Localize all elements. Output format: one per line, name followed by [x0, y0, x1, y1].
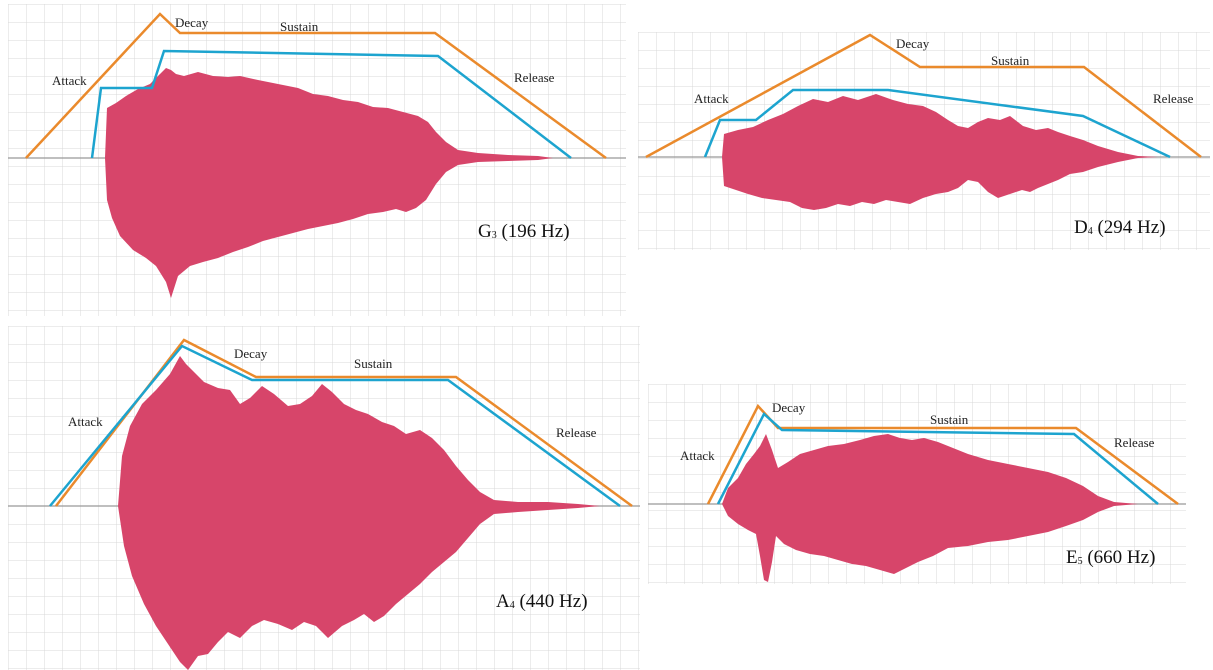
- note-letter: E: [1066, 547, 1078, 568]
- label-decay: Decay: [772, 400, 806, 415]
- label-attack: Attack: [694, 91, 729, 106]
- label-decay: Decay: [175, 15, 209, 30]
- panel-e5: Attack Decay Sustain Release E5 (660 Hz): [648, 384, 1186, 584]
- note-octave: 4: [1087, 226, 1093, 237]
- waveform: [118, 356, 600, 670]
- note-letter: A: [496, 591, 510, 612]
- waveform: [105, 68, 553, 298]
- envelope-plot-g3: [8, 4, 626, 316]
- label-attack: Attack: [680, 448, 715, 463]
- note-frequency: (660 Hz): [1087, 547, 1156, 568]
- note-octave: 4: [509, 600, 515, 611]
- label-attack: Attack: [52, 73, 87, 88]
- note-octave: 3: [491, 230, 497, 241]
- label-attack: Attack: [68, 414, 103, 429]
- note-frequency: (196 Hz): [501, 221, 570, 242]
- label-release: Release: [514, 70, 555, 85]
- label-sustain: Sustain: [991, 53, 1030, 68]
- label-release: Release: [556, 425, 597, 440]
- envelope-plot-d4: [638, 32, 1210, 250]
- panel-a4: Attack Decay Sustain Release A4 (440 Hz): [8, 326, 640, 670]
- note-frequency: (294 Hz): [1097, 217, 1166, 238]
- panel-g3: Attack Decay Sustain Release G3 (196 Hz): [8, 4, 626, 316]
- label-release: Release: [1114, 435, 1155, 450]
- note-label: E5 (660 Hz): [1066, 548, 1155, 567]
- envelope-outer: [25, 12, 607, 160]
- label-release: Release: [1153, 91, 1194, 106]
- panel-d4: Attack Decay Sustain Release D4 (294 Hz): [638, 32, 1210, 250]
- label-decay: Decay: [896, 36, 930, 51]
- note-label: G3 (196 Hz): [478, 222, 570, 241]
- waveform: [722, 94, 1158, 210]
- envelope-inner: [703, 88, 1171, 159]
- note-label: A4 (440 Hz): [496, 592, 588, 611]
- note-frequency: (440 Hz): [519, 591, 588, 612]
- note-letter: G: [478, 221, 492, 242]
- label-sustain: Sustain: [930, 412, 969, 427]
- label-decay: Decay: [234, 346, 268, 361]
- label-sustain: Sustain: [354, 356, 393, 371]
- waveform: [722, 434, 1138, 582]
- envelope-inner: [49, 344, 621, 508]
- note-octave: 5: [1077, 556, 1083, 567]
- envelope-plot-e5: [648, 384, 1186, 584]
- envelope-outer: [645, 33, 1202, 159]
- label-sustain: Sustain: [280, 19, 319, 34]
- envelope-inner: [90, 49, 572, 159]
- note-letter: D: [1074, 217, 1088, 238]
- envelope-inner: [716, 411, 1159, 505]
- envelope-plot-a4: [8, 326, 640, 670]
- note-label: D4 (294 Hz): [1074, 218, 1166, 237]
